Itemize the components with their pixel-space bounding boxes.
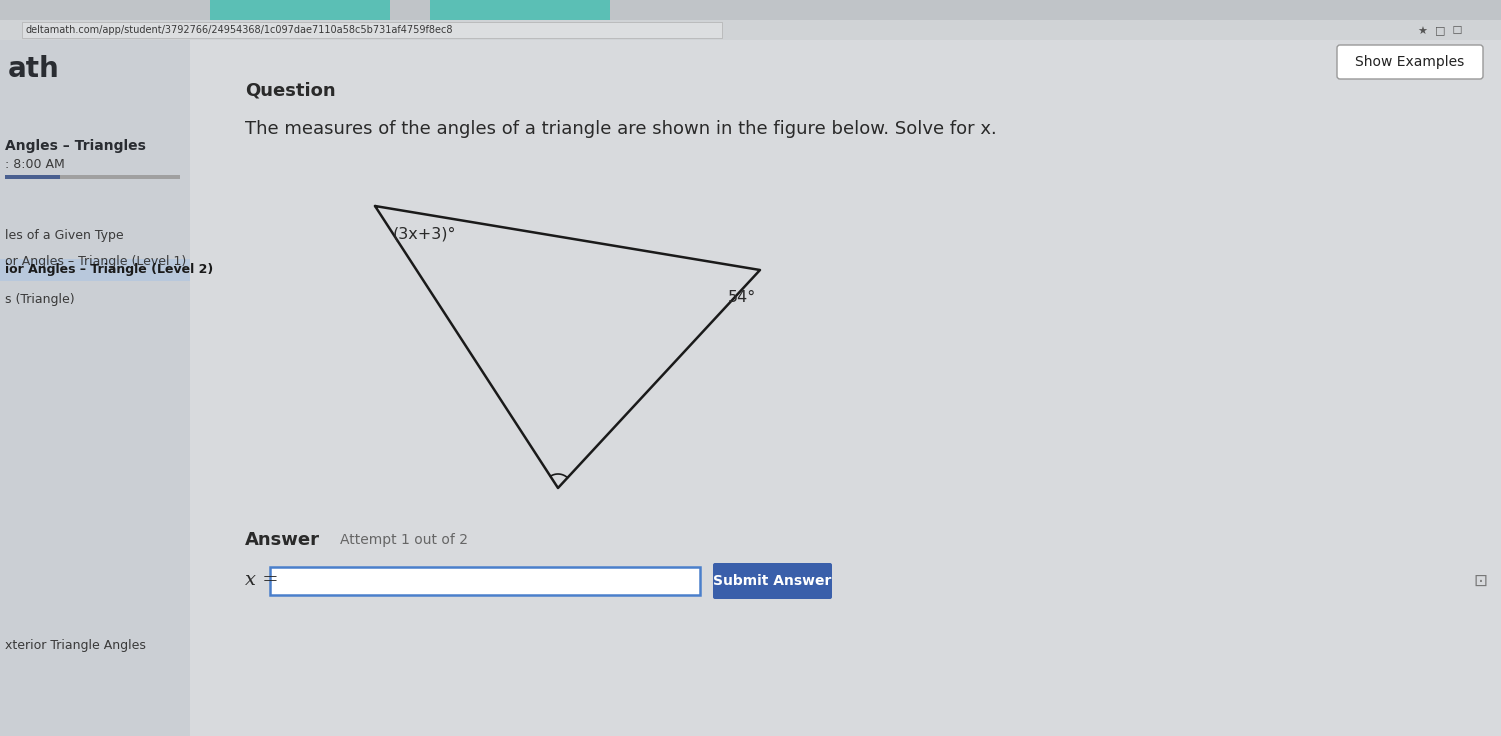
- Bar: [429, 0, 609, 20]
- Text: The measures of the angles of a triangle are shown in the figure below. Solve fo: The measures of the angles of a triangle…: [245, 120, 997, 138]
- Text: Show Examples: Show Examples: [1355, 55, 1465, 69]
- Bar: [23, 22, 722, 38]
- Text: Submit Answer: Submit Answer: [713, 574, 832, 588]
- Bar: [270, 567, 699, 595]
- Bar: [5, 175, 60, 179]
- Text: or Angles – Triangle (Level 1): or Angles – Triangle (Level 1): [5, 255, 186, 267]
- FancyBboxPatch shape: [713, 563, 832, 599]
- Text: Question: Question: [245, 82, 336, 100]
- Text: ath: ath: [8, 55, 60, 83]
- Bar: [60, 175, 180, 179]
- Text: ior Angles – Triangle (Level 2): ior Angles – Triangle (Level 2): [5, 263, 213, 277]
- Text: : 8:00 AM: : 8:00 AM: [5, 158, 65, 171]
- Bar: [0, 40, 191, 736]
- Text: Attempt 1 out of 2: Attempt 1 out of 2: [341, 533, 468, 547]
- Text: xterior Triangle Angles: xterior Triangle Angles: [5, 640, 146, 653]
- Text: (3x+3)°: (3x+3)°: [393, 227, 456, 241]
- Text: Angles – Triangles: Angles – Triangles: [5, 139, 146, 153]
- Bar: [191, 40, 1501, 736]
- Bar: [0, 259, 191, 281]
- Text: 54°: 54°: [728, 291, 757, 305]
- Text: ⊡: ⊡: [1472, 572, 1487, 590]
- Text: s (Triangle): s (Triangle): [5, 294, 75, 306]
- Bar: [0, 20, 1501, 40]
- Bar: [210, 0, 390, 20]
- Text: x =: x =: [245, 571, 279, 589]
- Text: les of a Given Type: les of a Given Type: [5, 230, 123, 242]
- Text: Answer: Answer: [245, 531, 320, 549]
- Text: deltamath.com/app/student/3792766/24954368/1c097dae7110a58c5b731af4759f8ec8: deltamath.com/app/student/3792766/249543…: [26, 25, 453, 35]
- Text: ★  □  ☐: ★ □ ☐: [1418, 25, 1462, 35]
- FancyBboxPatch shape: [1337, 45, 1483, 79]
- Bar: [0, 0, 1501, 20]
